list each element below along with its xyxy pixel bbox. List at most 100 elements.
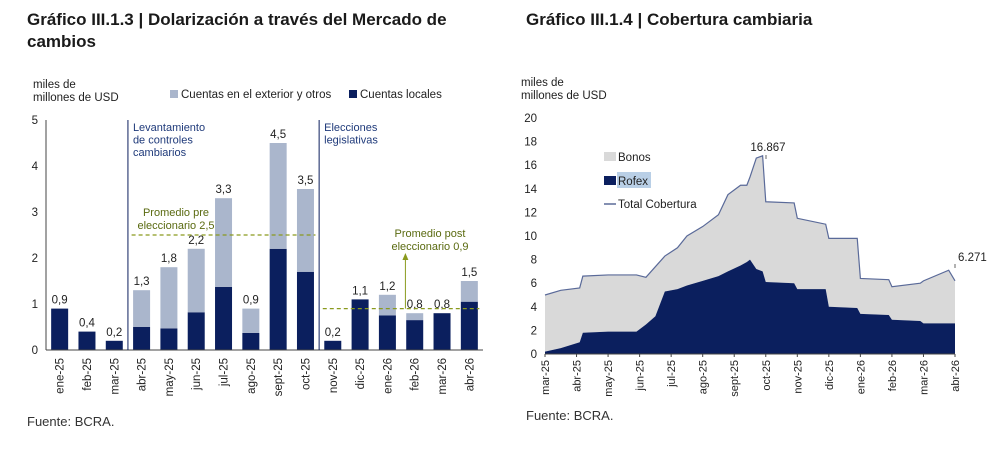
bar-local <box>406 320 424 350</box>
annotation-arrow-head <box>402 253 409 260</box>
annotation-elections: Elecciones <box>324 122 378 134</box>
bar-total-label: 4,5 <box>270 129 286 141</box>
source-note-left: Fuente: BCRA. <box>27 414 115 429</box>
bar-local <box>105 340 123 350</box>
bar-foreign <box>215 198 233 287</box>
bar-local <box>51 308 69 350</box>
bar-local <box>460 301 478 350</box>
bar-local <box>160 328 178 350</box>
x-tick-label: ene-26 <box>382 358 394 394</box>
y-tick-label: 16 <box>524 160 537 172</box>
bar-local <box>269 248 287 350</box>
legend-label-local: Cuentas locales <box>360 89 442 101</box>
bar-total-label: 2,2 <box>188 235 204 247</box>
bar-total-label: 0,9 <box>52 295 68 307</box>
y-tick-label: 6 <box>531 278 537 290</box>
x-tick-label: may-25 <box>603 360 615 397</box>
y-tick-label: 8 <box>531 255 537 267</box>
line-total-cobertura <box>544 154 956 296</box>
x-tick-label: ene-26 <box>855 360 867 394</box>
bar-local <box>78 331 96 350</box>
annotation-avg-pre: Promedio pre <box>143 207 209 219</box>
bar-foreign <box>378 294 396 316</box>
y-tick-label: 2 <box>531 325 537 337</box>
annotation-avg-pre: eleccionario 2,5 <box>137 220 214 232</box>
bar-total-label: 0,2 <box>106 327 122 339</box>
bar-foreign <box>242 308 260 333</box>
x-tick-label: nov-25 <box>328 358 340 393</box>
x-tick-label: sept-25 <box>273 358 285 396</box>
x-tick-label: feb-25 <box>82 358 94 391</box>
peak-label: 16.867 <box>750 142 785 154</box>
x-tick-label: may-25 <box>164 358 176 396</box>
chart-title-right: Gráfico III.1.4 | Cobertura cambiaria <box>526 10 813 29</box>
bar-foreign <box>296 189 314 272</box>
x-tick-label: abr-26 <box>464 358 476 391</box>
bar-foreign <box>133 290 151 327</box>
chart-title-left: Gráfico III.1.3 | Dolarización a través … <box>27 10 447 51</box>
x-tick-label: abr-25 <box>137 358 149 391</box>
y-tick-label: 20 <box>524 113 537 125</box>
bar-foreign <box>269 143 287 249</box>
y-tick-label: 3 <box>32 207 38 219</box>
bar-total-label: 0,8 <box>407 299 423 311</box>
bar-local <box>187 312 205 350</box>
bar-total-label: 0,8 <box>434 299 450 311</box>
area-bonos <box>545 155 955 352</box>
x-tick-label: jul-25 <box>666 360 678 388</box>
y-axis-label-line2: millones de USD <box>521 90 607 102</box>
bar-local <box>433 313 451 350</box>
x-tick-label: feb-26 <box>410 358 422 391</box>
y-tick-label: 10 <box>524 231 537 243</box>
bar-local <box>215 286 233 350</box>
legend-label-bonos: Bonos <box>618 152 651 164</box>
y-tick-label: 1 <box>32 299 38 311</box>
y-axis-label-line2: millones de USD <box>33 92 119 104</box>
x-tick-label: ago-25 <box>246 358 258 394</box>
area-rofex <box>545 259 955 354</box>
legend-swatch-foreign <box>170 90 178 98</box>
x-tick-label: ene-25 <box>55 358 67 394</box>
y-tick-label: 0 <box>531 349 537 361</box>
x-tick-label: mar-26 <box>437 358 449 394</box>
legend-label-rofex: Rofex <box>618 176 648 188</box>
y-axis-label-line1: miles de <box>33 79 76 91</box>
bar-local <box>324 340 342 350</box>
legend-swatch-bonos <box>604 152 616 161</box>
x-tick-label: abr-25 <box>572 360 584 392</box>
bar-total-label: 1,5 <box>461 267 477 279</box>
x-tick-label: oct-25 <box>761 360 773 391</box>
y-tick-label: 4 <box>531 302 538 314</box>
bar-total-label: 3,5 <box>297 175 313 187</box>
legend-swatch-local <box>349 90 357 98</box>
annotation-controls: cambiarios <box>133 147 187 159</box>
y-tick-label: 18 <box>524 137 537 149</box>
x-tick-label: feb-26 <box>887 360 899 391</box>
bar-local <box>133 327 151 350</box>
legend-label-total: Total Cobertura <box>618 199 697 211</box>
bar-local <box>378 315 396 350</box>
bar-local <box>351 299 369 350</box>
x-tick-label: sept-25 <box>729 360 741 397</box>
x-tick-label: oct-25 <box>300 358 312 390</box>
legend-swatch-rofex <box>604 176 616 185</box>
bar-foreign <box>187 248 205 313</box>
y-tick-label: 4 <box>32 161 39 173</box>
bar-foreign <box>460 281 478 302</box>
source-note-right: Fuente: BCRA. <box>526 408 614 423</box>
end-label: 6.271 <box>958 252 987 264</box>
y-tick-label: 12 <box>524 207 537 219</box>
x-tick-label: mar-25 <box>540 360 552 395</box>
x-tick-label: dic-25 <box>355 358 367 389</box>
bar-local <box>296 271 314 350</box>
bar-total-label: 1,1 <box>352 285 368 297</box>
x-tick-label: mar-25 <box>109 358 121 394</box>
annotation-controls: de controles <box>133 135 193 147</box>
bar-total-label: 1,3 <box>134 276 150 288</box>
y-tick-label: 2 <box>32 253 38 265</box>
x-tick-label: jun-25 <box>635 360 647 392</box>
x-tick-label: ago-25 <box>698 360 710 394</box>
bar-total-label: 0,9 <box>243 295 259 307</box>
y-tick-label: 0 <box>32 345 38 357</box>
